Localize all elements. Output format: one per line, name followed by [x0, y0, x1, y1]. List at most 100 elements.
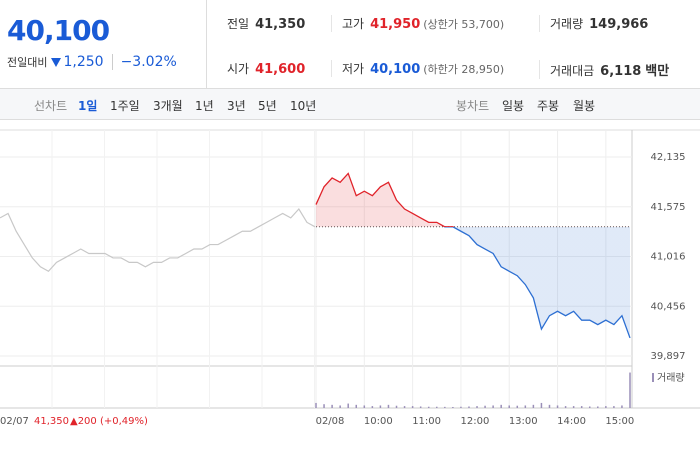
tab[interactable]: 1주일: [110, 99, 140, 113]
change-pct: −3.02%: [111, 54, 177, 70]
change-row: 전일대비 1,250 −3.02%: [7, 54, 177, 70]
price-line: [315, 172, 631, 339]
stat: 전일 41,350: [227, 15, 305, 32]
x-tick-label: 11:00: [412, 416, 441, 427]
tab[interactable]: 5년: [258, 99, 277, 113]
stat: 거래량 149,966: [539, 15, 648, 32]
volume-bar: [580, 406, 583, 408]
footer-date: 02/07: [0, 416, 29, 427]
volume-bar: [379, 405, 382, 408]
volume-bar: [629, 372, 631, 408]
stat-note: (하한가 28,950): [423, 63, 505, 76]
volume-bar: [339, 405, 341, 408]
volume-bar: [387, 404, 390, 408]
y-tick-label: 40,456: [651, 301, 686, 312]
volume-bar: [403, 406, 406, 408]
volume-bar: [476, 406, 478, 408]
volume-bar: [395, 405, 398, 408]
volume-bar: [411, 406, 414, 408]
y-tick-label: 39,897: [651, 351, 686, 362]
volume-bar: [588, 406, 591, 408]
tab-group-label: 선차트: [34, 99, 68, 113]
tab[interactable]: 주봉: [537, 99, 560, 113]
stat-label: 저가: [342, 62, 365, 76]
volume-legend-icon: [652, 373, 654, 382]
stat: 시가 41,600: [227, 60, 305, 77]
footer-change: ▲200 (+0,49%): [70, 416, 148, 427]
y-tick-label: 42,135: [651, 152, 686, 163]
change-label: 전일대비: [7, 56, 48, 69]
stat-value: 40,100: [370, 62, 421, 77]
volume-bar: [315, 402, 317, 408]
volume-bar: [444, 406, 446, 408]
volume-bar: [516, 405, 519, 408]
x-tick-label: 15:00: [605, 416, 634, 427]
volume-bar: [500, 404, 502, 408]
tab[interactable]: 3년: [227, 99, 246, 113]
stat-value: 6,118: [600, 64, 642, 79]
stat-label: 거래대금: [550, 64, 595, 78]
chart: 거래량 02/07 41,350 ▲200 (+0,49%) 42,135 41,…: [0, 129, 700, 427]
x-tick-label: 12:00: [461, 416, 490, 427]
x-tick-label: 13:00: [509, 416, 538, 427]
stat-value: 41,350: [255, 17, 306, 32]
volume-bar: [492, 405, 494, 408]
stat-value: 41,600: [255, 62, 306, 77]
tab[interactable]: 일봉: [502, 99, 525, 113]
volume-bar: [613, 406, 615, 408]
stat: 거래대금 6,118 백만: [539, 60, 669, 79]
volume-bar: [363, 405, 366, 408]
volume-bar: [524, 405, 527, 408]
x-tick-label: 02/08: [316, 416, 345, 427]
volume-bar: [468, 406, 470, 408]
tab[interactable]: 월봉: [573, 99, 596, 113]
footer-close: 41,350: [34, 416, 69, 427]
stat-unit: 백만: [645, 64, 670, 79]
stat-value: 149,966: [589, 17, 649, 32]
volume-legend: 거래량: [657, 372, 685, 384]
volume-bar: [572, 406, 575, 408]
stat-label: 시가: [227, 62, 250, 76]
volume-bar: [419, 406, 422, 408]
volume-bar: [355, 404, 358, 408]
y-tick-label: 41,016: [651, 252, 686, 263]
x-tick-label: 10:00: [364, 416, 393, 427]
volume-bar: [532, 404, 535, 408]
volume-bar: [621, 405, 623, 408]
volume-bar: [331, 404, 333, 408]
volume-bar: [460, 406, 462, 408]
tab[interactable]: 1년: [195, 99, 214, 113]
volume-bar: [564, 406, 567, 408]
x-tick-label: 14:00: [557, 416, 586, 427]
volume-bar: [427, 406, 430, 408]
volume-bar: [347, 403, 349, 408]
stat-note: (상한가 53,700): [423, 18, 505, 31]
down-icon: [51, 58, 62, 67]
volume-bar: [508, 405, 510, 408]
volume-bar: [484, 405, 486, 408]
volume-bar: [548, 404, 551, 408]
y-tick-label: 41,575: [651, 202, 686, 213]
price-box: 40,100 전일대비 1,250 −3.02%: [0, 0, 206, 89]
volume-bar: [371, 406, 374, 408]
tab[interactable]: 10년: [290, 99, 317, 113]
volume-bar: [323, 404, 325, 408]
volume-bar: [597, 406, 599, 408]
tab[interactable]: 3개월: [153, 99, 183, 113]
stat: 고가 41,950 (상한가 53,700): [331, 15, 504, 32]
stats: 전일 41,350 고가 41,950 (상한가 53,700) 거래량 149,966…: [206, 0, 700, 89]
volume-bar: [605, 406, 607, 408]
price-area: [316, 173, 630, 338]
stat-value: 41,950: [370, 17, 421, 32]
stat-label: 고가: [342, 17, 365, 31]
stat: 저가 40,100 (하한가 28,950): [331, 60, 504, 77]
volume-bar: [556, 405, 559, 408]
stat-label: 거래량: [550, 17, 584, 31]
stat-label: 전일: [227, 17, 250, 31]
volume-bar: [452, 406, 454, 408]
tab-bar: 선차트 1일 1주일 3개월 1년 3년 5년 10년 봉차트 일봉 주봉 월봉: [0, 89, 700, 120]
change: 1,250: [63, 54, 104, 70]
tab[interactable]: 1일: [78, 99, 98, 113]
price: 40,100: [7, 14, 110, 47]
